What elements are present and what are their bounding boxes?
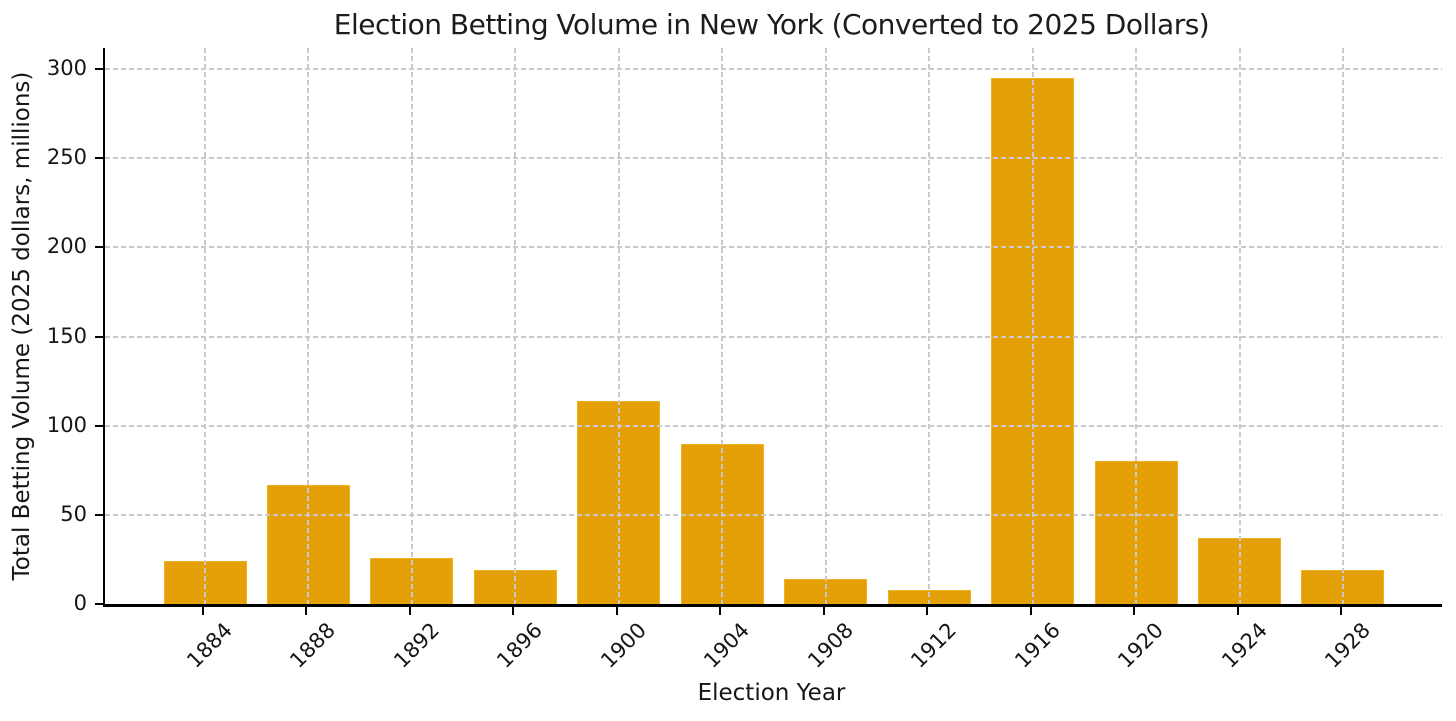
x-tick-mark-1904 (719, 607, 722, 615)
gridline-vertical-1900 (617, 48, 620, 604)
gridline-vertical-1920 (1135, 48, 1138, 604)
gridline-vertical-1908 (824, 48, 827, 604)
x-tick-label-1888: 1888 (285, 618, 341, 673)
x-tick-mark-1912 (926, 607, 929, 615)
x-tick-label-1896: 1896 (492, 618, 548, 673)
x-tick-label-1904: 1904 (699, 618, 755, 673)
x-tick-mark-1896 (512, 607, 515, 615)
gridline-horizontal-50 (105, 513, 1442, 516)
y-tick-mark-300 (95, 68, 103, 70)
x-tick-mark-1900 (615, 607, 618, 615)
y-tick-label-200: 200 (46, 234, 87, 259)
x-tick-label-1908: 1908 (802, 618, 858, 673)
y-tick-label-150: 150 (46, 323, 87, 348)
x-tick-mark-1920 (1133, 607, 1136, 615)
gridline-vertical-1924 (1238, 48, 1241, 604)
gridline-horizontal-250 (105, 157, 1442, 160)
gridline-vertical-1912 (928, 48, 931, 604)
x-axis-label: Election Year (697, 680, 846, 706)
gridline-horizontal-100 (105, 424, 1442, 427)
gridline-vertical-1896 (514, 48, 517, 604)
x-tick-mark-1916 (1029, 607, 1032, 615)
x-tick-mark-1924 (1236, 607, 1239, 615)
x-tick-label-1916: 1916 (1009, 618, 1065, 673)
x-tick-mark-1908 (822, 607, 825, 615)
plot-area (103, 48, 1442, 607)
gridline-horizontal-200 (105, 246, 1442, 249)
y-tick-label-0: 0 (73, 591, 87, 615)
y-tick-mark-200 (95, 246, 103, 249)
x-tick-label-1920: 1920 (1113, 618, 1169, 673)
x-tick-mark-1892 (408, 607, 411, 615)
chart-title: Election Betting Volume in New York (Con… (333, 8, 1210, 41)
gridline-vertical-1888 (307, 48, 310, 604)
gridline-horizontal-150 (105, 335, 1442, 338)
y-tick-label-50: 50 (60, 501, 87, 526)
gridline-horizontal-300 (105, 68, 1442, 70)
y-tick-mark-50 (95, 513, 103, 516)
y-tick-mark-100 (95, 424, 103, 427)
y-tick-mark-150 (95, 335, 103, 338)
gridline-vertical-1892 (410, 48, 413, 604)
x-tick-label-1924: 1924 (1216, 618, 1272, 673)
x-tick-mark-1884 (202, 607, 204, 615)
x-tick-mark-1888 (305, 607, 308, 615)
x-tick-label-1928: 1928 (1320, 618, 1375, 673)
gridline-vertical-1904 (721, 48, 724, 604)
x-tick-label-1884: 1884 (182, 618, 237, 673)
x-tick-label-1912: 1912 (906, 618, 962, 673)
x-tick-label-1892: 1892 (389, 618, 444, 673)
x-tick-label-1900: 1900 (596, 618, 651, 673)
y-tick-label-250: 250 (46, 145, 87, 170)
y-tick-mark-0 (95, 603, 103, 605)
y-tick-label-100: 100 (46, 412, 87, 437)
y-tick-mark-250 (95, 157, 103, 160)
gridline-vertical-1884 (204, 48, 206, 604)
gridline-vertical-1916 (1031, 48, 1034, 604)
y-tick-label-300: 300 (46, 56, 87, 80)
x-tick-mark-1928 (1339, 607, 1342, 615)
gridline-vertical-1928 (1341, 48, 1344, 604)
